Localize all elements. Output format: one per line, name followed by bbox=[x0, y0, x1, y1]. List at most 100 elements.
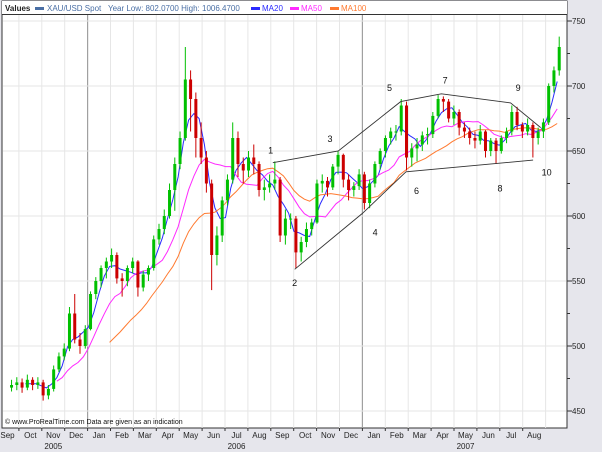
candle bbox=[120, 273, 124, 297]
candle bbox=[447, 99, 451, 123]
candle bbox=[141, 270, 145, 292]
wave-label: 3 bbox=[328, 134, 333, 144]
candle bbox=[215, 226, 219, 266]
x-month-label: Apr bbox=[436, 431, 449, 440]
x-year-label: 2005 bbox=[44, 442, 62, 451]
candle bbox=[515, 106, 519, 131]
candle bbox=[241, 157, 245, 184]
x-month-label: Dec bbox=[344, 431, 358, 440]
y-tick-label: 650 bbox=[572, 147, 586, 156]
x-year-label: 2007 bbox=[457, 442, 475, 451]
candle bbox=[362, 171, 366, 210]
y-axis: 450 500 550 600 650 700 750 bbox=[567, 17, 586, 416]
ma100-swatch bbox=[330, 7, 339, 10]
x-month-label: Jun bbox=[207, 431, 220, 440]
candle bbox=[299, 236, 303, 262]
copyright-note: © www.ProRealTime.com Data are given as … bbox=[5, 418, 183, 426]
candle bbox=[220, 196, 224, 242]
candle bbox=[62, 343, 66, 361]
candle bbox=[399, 99, 403, 136]
ma50-line bbox=[56, 108, 558, 382]
y-tick-label: 700 bbox=[572, 82, 586, 91]
candle bbox=[189, 70, 193, 132]
candle bbox=[547, 83, 551, 125]
x-month-label: Oct bbox=[24, 431, 37, 440]
candle bbox=[78, 333, 82, 354]
wave-label: 6 bbox=[414, 186, 419, 196]
candle bbox=[89, 291, 93, 331]
candle bbox=[315, 179, 319, 224]
candle bbox=[489, 138, 493, 157]
candle bbox=[457, 109, 461, 136]
candle bbox=[52, 365, 56, 392]
wave-trendlines bbox=[272, 93, 541, 270]
legend-instrument: XAU/USD Spot bbox=[47, 4, 102, 13]
x-month-label: May bbox=[458, 431, 473, 440]
x-month-label: Dec bbox=[69, 431, 83, 440]
candle bbox=[83, 325, 87, 349]
candle bbox=[347, 174, 351, 201]
candle bbox=[304, 222, 308, 248]
candle bbox=[378, 148, 382, 170]
y-tick-label: 750 bbox=[572, 17, 586, 26]
wave-label: 7 bbox=[443, 75, 448, 85]
wave-trendline bbox=[272, 93, 541, 164]
candle bbox=[310, 218, 314, 236]
candle bbox=[94, 277, 98, 300]
x-month-label: Sep bbox=[0, 431, 15, 440]
candle bbox=[183, 47, 187, 141]
candle bbox=[125, 265, 129, 287]
candle bbox=[441, 96, 445, 112]
candle bbox=[152, 235, 156, 271]
candle bbox=[10, 379, 14, 392]
candle bbox=[478, 125, 482, 145]
candle bbox=[499, 135, 503, 154]
candle bbox=[404, 101, 408, 171]
candle bbox=[420, 131, 424, 151]
x-month-label: Mar bbox=[138, 431, 152, 440]
candle bbox=[510, 105, 514, 136]
candle bbox=[331, 164, 335, 190]
candle bbox=[15, 377, 19, 391]
x-month-label: May bbox=[183, 431, 198, 440]
candle bbox=[531, 122, 535, 158]
x-month-label: Nov bbox=[46, 431, 60, 440]
candle bbox=[115, 252, 119, 284]
wave-label: 4 bbox=[373, 228, 378, 238]
candle bbox=[394, 125, 398, 141]
wave-label: 1 bbox=[268, 146, 273, 156]
candle bbox=[368, 179, 372, 209]
candle bbox=[278, 177, 282, 242]
candle bbox=[426, 127, 430, 145]
wave-label: 9 bbox=[516, 83, 521, 93]
legend-title: Values bbox=[5, 4, 31, 13]
x-axis: Sep Oct Nov Dec Jan Feb Mar Apr May Jun Jul Aug Sep O… bbox=[0, 428, 541, 451]
candle bbox=[231, 122, 235, 184]
ma100-line bbox=[109, 123, 558, 343]
candle bbox=[199, 122, 203, 164]
x-month-label: Aug bbox=[527, 431, 541, 440]
candle bbox=[505, 127, 509, 144]
wave-labels: 1 2 3 4 5 6 7 8 9 10 bbox=[268, 75, 552, 288]
candle bbox=[110, 248, 114, 268]
candle bbox=[252, 144, 256, 175]
candle bbox=[20, 378, 24, 393]
candle bbox=[204, 151, 208, 193]
moving-averages bbox=[25, 81, 558, 389]
x-month-label: Jul bbox=[506, 431, 516, 440]
candle bbox=[557, 36, 561, 76]
candle bbox=[162, 209, 166, 235]
candle bbox=[262, 179, 266, 201]
candle bbox=[341, 153, 345, 188]
candle bbox=[383, 135, 387, 158]
candle bbox=[57, 352, 61, 372]
candle bbox=[99, 265, 103, 288]
y-tick-label: 600 bbox=[572, 212, 586, 221]
candle bbox=[452, 105, 456, 125]
candle bbox=[520, 122, 524, 138]
x-month-label: Feb bbox=[115, 431, 129, 440]
x-year-label: 2006 bbox=[228, 442, 246, 451]
candle bbox=[352, 182, 356, 197]
candle bbox=[415, 138, 419, 162]
